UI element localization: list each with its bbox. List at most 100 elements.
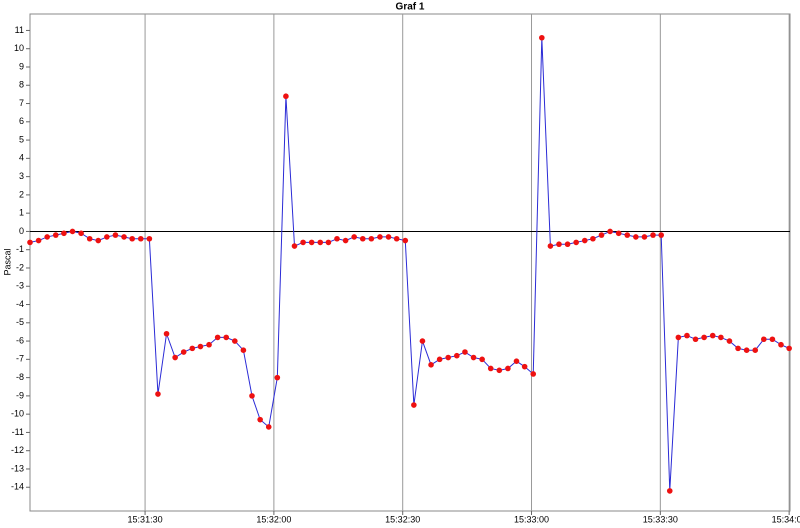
data-point	[479, 356, 485, 363]
series-line	[29, 37, 790, 491]
data-point	[402, 237, 409, 244]
data-point	[146, 235, 153, 242]
x-tick-label: 15:32:30	[385, 514, 420, 524]
data-point	[334, 235, 340, 242]
x-tick-label: 15:32:00	[256, 514, 291, 524]
data-point	[291, 243, 298, 249]
y-tick-label: 6	[19, 116, 24, 126]
data-point	[692, 336, 699, 343]
chart-title: Graf 1	[396, 2, 425, 13]
data-point	[496, 367, 503, 374]
data-point	[283, 93, 289, 100]
data-point	[121, 234, 127, 240]
data-point	[633, 234, 639, 240]
data-point	[411, 402, 417, 408]
data-point	[590, 235, 596, 242]
data-point	[112, 232, 119, 238]
data-point	[214, 334, 221, 341]
data-point	[726, 338, 733, 344]
data-point	[530, 371, 537, 377]
y-axis-label: Pascal	[2, 248, 12, 275]
y-tick-label: 7	[19, 98, 24, 108]
data-point	[778, 341, 784, 348]
y-tick-label: -11	[12, 427, 24, 437]
data-point	[743, 347, 750, 354]
y-tick-label: 8	[19, 80, 24, 90]
data-point	[155, 391, 161, 397]
data-point	[735, 345, 741, 352]
y-tick-label: -4	[16, 299, 24, 309]
y-tick-label: -1	[16, 244, 24, 254]
data-point	[180, 349, 187, 355]
data-point	[172, 354, 178, 361]
data-point	[163, 330, 170, 337]
x-tick-label: 15:33:00	[514, 514, 549, 524]
data-point	[197, 343, 204, 350]
data-point	[257, 416, 263, 423]
data-point	[513, 358, 520, 364]
y-tick-label: -10	[11, 409, 24, 419]
data-point	[129, 235, 135, 242]
y-tick-label: -5	[16, 317, 24, 327]
data-point	[419, 338, 426, 344]
data-point	[436, 356, 443, 363]
data-point	[274, 374, 281, 381]
data-point	[52, 232, 59, 238]
data-point	[666, 488, 673, 494]
data-point	[368, 235, 375, 242]
data-point	[462, 349, 468, 355]
y-tick-label: 4	[19, 153, 24, 163]
data-point	[769, 336, 776, 343]
data-point	[521, 363, 528, 370]
y-tick-label: -3	[16, 281, 24, 291]
data-point	[454, 352, 460, 359]
y-tick-label: -2	[16, 262, 24, 272]
data-point	[265, 424, 272, 430]
data-point	[86, 235, 93, 242]
data-point	[539, 34, 545, 41]
data-point	[393, 235, 400, 242]
x-tick-label: 15:33:30	[643, 514, 678, 524]
data-point	[325, 239, 332, 246]
y-tick-label: 1	[19, 208, 24, 218]
data-point	[300, 239, 306, 246]
data-point	[223, 334, 230, 341]
data-point	[308, 239, 315, 246]
data-point	[377, 234, 383, 240]
data-point	[240, 347, 247, 354]
y-tick-label: -6	[16, 335, 24, 345]
data-point	[675, 334, 682, 341]
x-tick-label: 15:31:30	[128, 514, 163, 524]
data-point	[137, 235, 144, 242]
data-point	[359, 235, 366, 242]
data-point	[44, 234, 50, 240]
data-point	[385, 234, 392, 240]
data-point	[684, 332, 690, 339]
data-point	[581, 237, 588, 244]
data-point	[709, 332, 716, 339]
data-point	[607, 228, 613, 235]
data-point	[35, 237, 42, 244]
y-tick-label: 9	[19, 61, 24, 71]
data-point	[598, 232, 605, 238]
data-point	[206, 341, 212, 348]
y-tick-label: -13	[11, 463, 24, 473]
data-point	[556, 241, 562, 248]
data-point	[786, 345, 792, 352]
data-point	[27, 239, 33, 246]
data-point	[189, 345, 196, 352]
data-point	[445, 354, 452, 361]
data-point	[650, 232, 656, 238]
y-tick-label: 11	[15, 25, 24, 35]
data-point	[95, 237, 102, 244]
data-point	[505, 365, 511, 372]
data-point	[701, 334, 707, 341]
data-point	[232, 338, 238, 344]
data-point	[718, 334, 724, 341]
y-tick-label: 3	[19, 171, 24, 181]
data-point	[487, 365, 494, 372]
y-tick-label: 2	[19, 189, 24, 199]
y-tick-label: 5	[19, 134, 24, 144]
data-point	[564, 241, 571, 248]
